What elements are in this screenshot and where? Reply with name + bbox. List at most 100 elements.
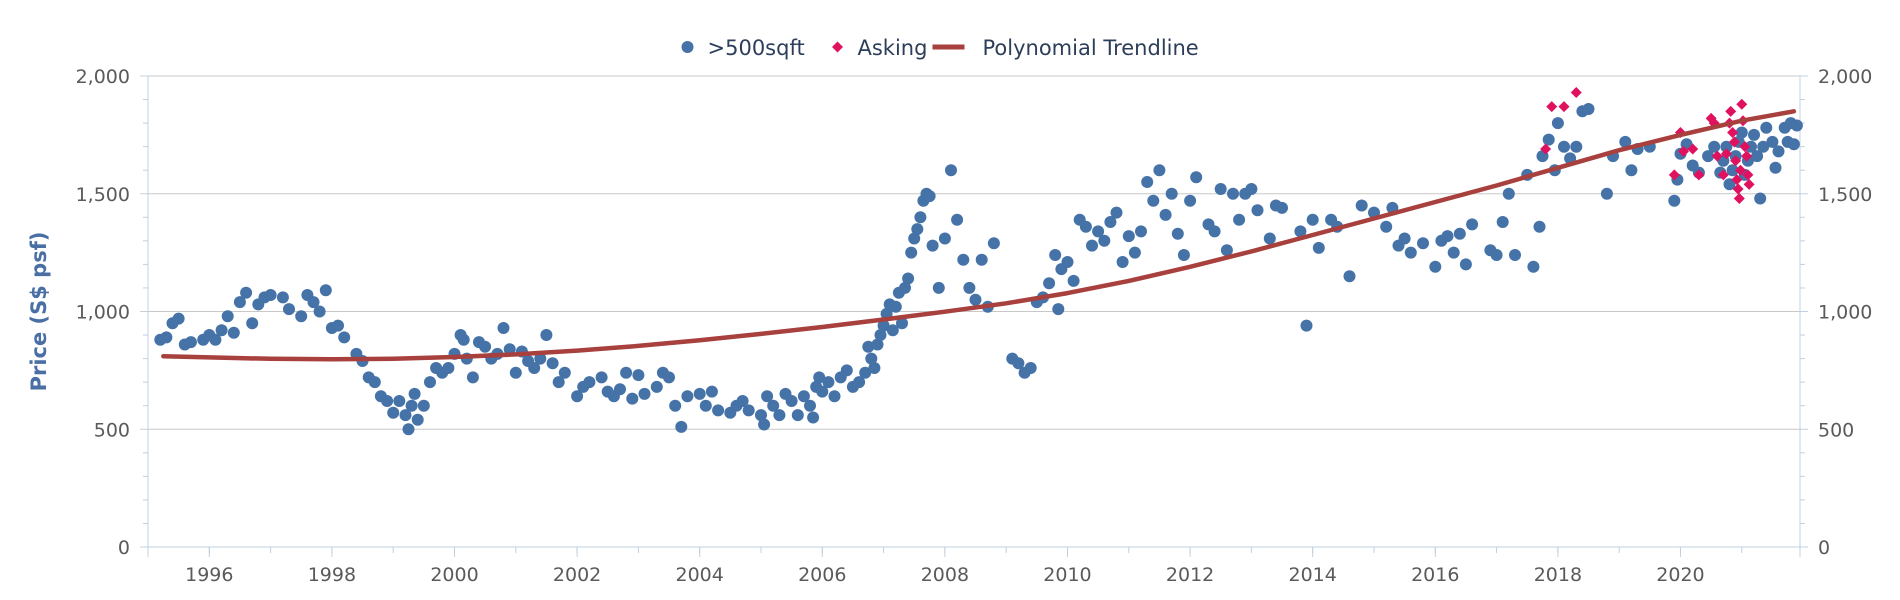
data-point [773,409,786,422]
data-point [1116,256,1129,268]
data-point [614,383,626,396]
data-point [227,326,240,339]
asking-point [1739,141,1751,153]
data-point [761,390,774,403]
data-point [417,399,430,412]
data-point [1086,239,1098,252]
data-point [1429,260,1442,273]
asking-point [1720,148,1732,160]
y-axis-left: 0 500 1,000 1,500 2,000 [76,66,130,559]
data-point [1263,232,1276,245]
gridlines [148,75,1800,548]
data-point [1110,206,1123,219]
asking-point [1693,169,1705,181]
y-tick-label-right: 0 [1818,537,1830,559]
data-point [240,286,253,299]
data-point [1233,213,1246,226]
data-point [552,376,565,389]
data-point [1190,171,1203,184]
data-point [1012,357,1025,370]
data-point [905,246,918,259]
data-point [160,331,173,344]
data-point [620,366,633,379]
data-point [479,340,492,353]
data-point [1542,133,1555,146]
data-point [868,362,881,374]
data-point [1735,126,1748,139]
data-point [1276,201,1288,214]
data-point [509,366,522,379]
legend-label: Asking [858,36,928,60]
data-point [822,376,835,389]
asking-point [1743,178,1755,190]
legend-marker-circle [681,41,694,53]
y-tick-label-right: 500 [1818,419,1854,441]
data-point [1551,117,1564,130]
x-tick-label: 2014 [1288,564,1336,586]
data-point [540,329,553,341]
x-axis: 1996 1998 2000 2002 2004 2006 2008 2010 2012 2014… [185,564,1705,586]
data-point [902,272,915,285]
data-point [638,387,651,400]
y-tick-label-left: 2,000 [76,66,130,88]
data-point [1723,178,1736,191]
data-point [1417,237,1429,250]
data-point [1079,220,1092,233]
data-point [1496,216,1509,228]
data-point [276,291,289,304]
legend-marker-diamond [832,41,843,53]
x-tick-label: 2010 [1043,564,1091,586]
legend-item[interactable]: Polynomial Trendline [932,36,1199,60]
data-point [442,362,455,374]
data-point [1790,119,1803,132]
data-point [1208,225,1221,238]
data-point [1619,135,1632,148]
data-point [908,232,921,245]
data-point [497,322,510,334]
data-point [840,364,853,377]
data-point [1502,187,1515,200]
data-point [1092,225,1105,238]
asking-point [1741,150,1753,162]
data-point [675,420,688,433]
data-point [387,406,400,419]
data-point [1104,216,1117,228]
data-point [859,366,872,379]
data-point [1380,220,1393,233]
data-point [457,333,470,346]
data-point [1135,225,1147,238]
data-point [1141,176,1154,188]
data-point [1165,187,1178,200]
data-point [1306,213,1319,226]
data-point [865,352,878,365]
data-point [1177,249,1190,261]
asking-point [1711,150,1723,162]
data-point [264,289,277,301]
asking-point [1546,101,1558,113]
data-point [283,303,295,316]
data-point [221,310,234,323]
data-point [172,312,185,325]
data-point [466,371,479,384]
data-point [595,371,608,384]
data-point [393,395,406,407]
y-axis-right: 0 500 1,000 1,500 2,000 [1818,66,1872,559]
data-point [1447,246,1460,259]
data-point [1220,244,1233,257]
data-point [1052,303,1065,316]
legend-item[interactable]: >500sqft [681,36,805,60]
data-point [1600,187,1613,200]
data-point [1509,249,1521,261]
data-point [1067,274,1080,287]
data-point [503,343,516,356]
data-point [886,324,899,337]
data-point [626,392,639,405]
data-point [1751,150,1764,163]
data-point [424,376,436,389]
data-point [1404,246,1417,259]
legend-item[interactable]: Asking [832,36,927,60]
data-point [1702,150,1715,163]
data-point [816,385,829,398]
legend: >500sqft Asking Polynomial Trendline [681,36,1199,60]
